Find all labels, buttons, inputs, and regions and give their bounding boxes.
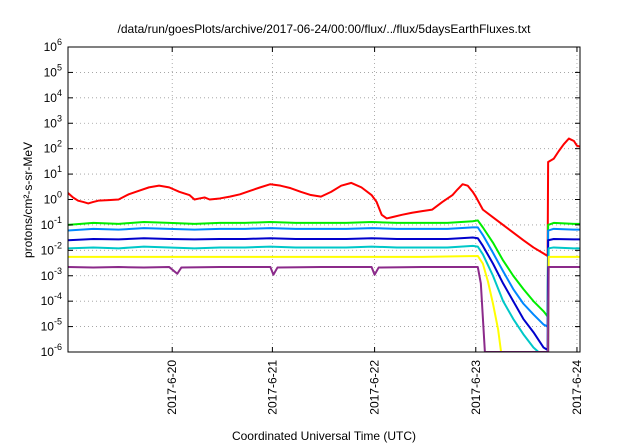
y-tick-label: 10-6 — [41, 342, 62, 359]
series-line — [68, 254, 580, 352]
x-tick-label: 2017-6-21 — [265, 360, 279, 415]
series-line — [68, 236, 580, 351]
y-tick-label: 10-3 — [41, 266, 62, 283]
x-axis-label: Coordinated Universal Time (UTC) — [232, 429, 416, 443]
series-line — [68, 266, 580, 352]
series-line — [68, 219, 580, 318]
y-tick-label: 101 — [44, 164, 62, 181]
y-axis-label: protons/cm²-s-sr-MeV — [21, 142, 35, 258]
y-tick-label: 104 — [44, 88, 62, 105]
y-tick-label: 10-4 — [41, 291, 62, 308]
series-line — [68, 244, 580, 352]
y-tick-label: 103 — [44, 113, 62, 130]
x-tick-label: 2017-6-22 — [368, 360, 382, 415]
y-tick-label: 10-1 — [41, 215, 62, 232]
x-tick-label: 2017-6-20 — [165, 360, 179, 415]
x-tick-label: 2017-6-24 — [570, 360, 584, 415]
series-group — [68, 137, 580, 352]
y-tick-label: 100 — [44, 190, 62, 207]
y-tick-label: 10-2 — [41, 240, 62, 257]
chart-title: /data/run/goesPlots/archive/2017-06-24/0… — [118, 22, 532, 36]
x-axis: 2017-6-20 2017-6-21 2017-6-22 2017-6-23 2017… — [165, 47, 584, 415]
y-tick-label: 105 — [44, 62, 62, 79]
series-line — [68, 137, 580, 257]
x-tick-label: 2017-6-23 — [469, 360, 483, 415]
y-axis: 10-6 10-5 10-4 10-3 10-2 10-1 100 101 102 103 104 1… — [41, 37, 580, 359]
y-tick-label: 106 — [44, 37, 62, 54]
y-tick-label: 102 — [44, 139, 62, 156]
y-tick-label: 10-5 — [41, 317, 62, 334]
plot-frame — [67, 46, 581, 353]
grid — [68, 47, 580, 352]
series-line — [68, 226, 580, 328]
